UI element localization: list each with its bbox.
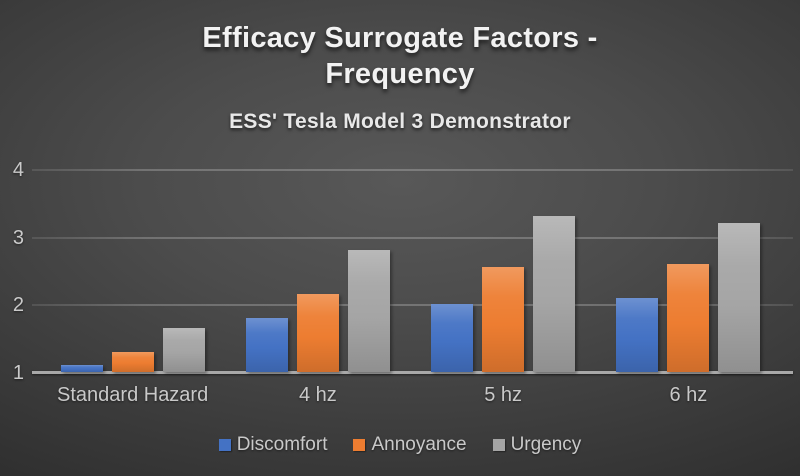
x-axis-label-4-hz: 4 hz <box>298 384 337 406</box>
chart-title: Efficacy Surrogate Factors - Frequency <box>0 20 800 92</box>
bar-discomfort-standard-hazard <box>60 365 103 372</box>
legend-label-discomfort: Discomfort <box>236 434 328 455</box>
bar-discomfort-6-hz <box>616 297 659 373</box>
bar-urgency-standard-hazard <box>162 328 205 372</box>
bar-annoyance-standard-hazard <box>111 351 154 373</box>
legend-item-discomfort: Discomfort <box>218 434 328 456</box>
bar-discomfort-4-hz <box>245 317 288 373</box>
legend-item-annoyance: Annoyance <box>353 434 467 456</box>
legend-item-urgency: Urgency <box>492 434 582 456</box>
chart-title-line2: Frequency <box>325 58 475 90</box>
bar-urgency-4-hz <box>347 250 390 372</box>
bar-urgency-6-hz <box>718 223 761 372</box>
bar-group-5-hz <box>411 170 596 372</box>
y-tick-label-3: 3 <box>12 226 24 249</box>
bar-annoyance-4-hz <box>296 294 339 372</box>
bar-annoyance-6-hz <box>667 263 710 373</box>
gridline-y2 <box>32 304 793 307</box>
chart-subtitle: ESS' Tesla Model 3 Demonstrator <box>229 110 571 133</box>
x-axis-label-5-hz: 5 hz <box>484 384 523 406</box>
gridline-y4 <box>32 169 793 171</box>
x-axis-label-6-hz: 6 hz <box>669 384 708 406</box>
x-axis-line <box>32 371 793 374</box>
legend-swatch-icon-annoyance <box>353 439 366 451</box>
bar-group-4-hz <box>225 170 410 373</box>
x-axis-labels: Standard Hazard 4 hz 5 hz 6 hz <box>40 384 781 407</box>
bar-annoyance-5-hz <box>482 267 525 372</box>
legend-label-annoyance: Annoyance <box>371 434 467 455</box>
bar-group-6-hz <box>596 170 781 373</box>
chart-title-line1: Efficacy Surrogate Factors - <box>202 22 598 54</box>
x-axis-label-standard-hazard: Standard Hazard <box>57 384 209 406</box>
y-tick-label-2: 2 <box>12 294 24 317</box>
y-tick-label-1: 1 <box>12 362 24 384</box>
legend-swatch-icon-urgency <box>492 439 505 451</box>
bar-group-standard-hazard <box>40 170 225 373</box>
legend-swatch-icon-discomfort <box>218 439 231 451</box>
y-tick-label-4: 4 <box>12 159 24 181</box>
plot-area <box>40 170 781 373</box>
gridline-y3 <box>32 236 793 239</box>
bar-urgency-5-hz <box>533 216 576 372</box>
legend: Discomfort Annoyance Urgency <box>0 434 800 456</box>
legend-label-urgency: Urgency <box>510 434 582 455</box>
bar-discomfort-5-hz <box>431 304 474 372</box>
